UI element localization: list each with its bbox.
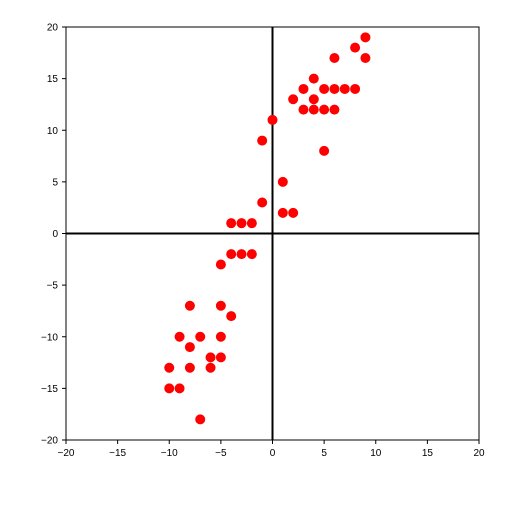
data-point [329,84,339,94]
data-point [298,84,308,94]
data-point [257,136,267,146]
data-point [329,53,339,63]
y-axis-ticks: −20 −15 −10 −5 0 5 10 15 20 [41,23,66,447]
x-tick-label: 0 [270,448,276,459]
data-point [268,115,278,125]
x-tick-label: −5 [215,448,227,459]
data-point [206,352,216,362]
y-tick-label: −20 [41,436,58,447]
x-tick-label: 20 [473,448,485,459]
y-tick-label: 5 [52,177,58,188]
data-point [237,249,247,259]
x-tick-label: 10 [370,448,382,459]
data-point [164,383,174,393]
y-tick-label: −5 [47,281,59,292]
data-point [309,94,319,104]
data-point [340,84,350,94]
data-point [278,177,288,187]
data-point [288,208,298,218]
data-point [329,105,339,115]
data-point [175,383,185,393]
data-point [164,363,174,373]
data-point [257,198,267,208]
x-tick-label: 5 [321,448,327,459]
data-point [195,414,205,424]
data-point [226,249,236,259]
data-point [206,363,216,373]
data-point [309,105,319,115]
data-point [216,352,226,362]
data-point [350,84,360,94]
data-point [319,84,329,94]
x-tick-label: 15 [422,448,434,459]
x-tick-label: −20 [58,448,75,459]
y-tick-label: 0 [52,229,58,240]
data-point [226,218,236,228]
data-point [278,208,288,218]
data-point [216,259,226,269]
data-point [247,249,257,259]
data-point [247,218,257,228]
x-tick-label: −10 [161,448,178,459]
data-point [288,94,298,104]
x-axis-ticks: −20 −15 −10 −5 0 5 10 15 20 [58,440,485,459]
data-point [185,301,195,311]
data-point [216,301,226,311]
data-point [185,363,195,373]
scatter-points [164,32,370,424]
data-point [216,332,226,342]
data-point [350,43,360,53]
data-point [360,32,370,42]
data-point [309,74,319,84]
y-tick-label: 10 [47,126,59,137]
y-tick-label: −15 [41,384,58,395]
data-point [226,311,236,321]
y-tick-label: 20 [47,23,59,34]
data-point [360,53,370,63]
data-point [195,332,205,342]
y-tick-label: 15 [47,74,59,85]
scatter-chart-container: { "chart": { "type": "scatter", "width_p… [0,0,532,511]
x-tick-label: −15 [109,448,126,459]
y-tick-label: −10 [41,332,58,343]
data-point [175,332,185,342]
data-point [319,105,329,115]
data-point [298,105,308,115]
data-point [237,218,247,228]
data-point [185,342,195,352]
scatter-chart: −20 −15 −10 −5 0 5 10 15 20 −20 −15 −10 −5 0 5 10 15 20 [0,0,532,511]
data-point [319,146,329,156]
